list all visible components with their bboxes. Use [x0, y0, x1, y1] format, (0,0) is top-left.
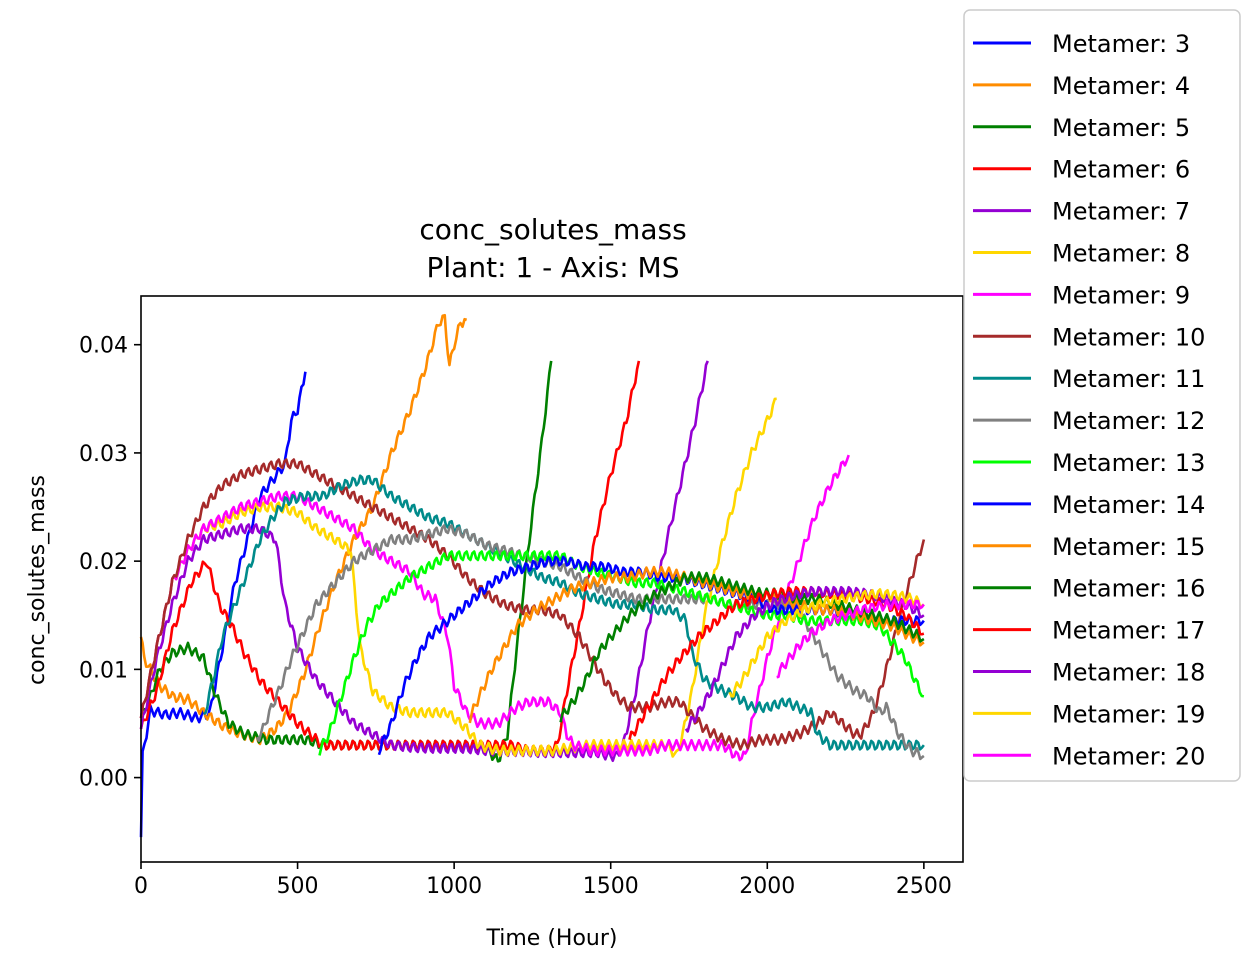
series-line-metamer-17	[628, 585, 925, 740]
legend-label: Metamer: 20	[1052, 742, 1205, 770]
x-tick-label: 0	[134, 874, 148, 899]
series-line-metamer-19	[728, 588, 925, 698]
x-axis-label: Time (Hour)	[486, 926, 618, 951]
series-line-metamer-7	[139, 360, 709, 763]
legend-label: Metamer: 17	[1052, 617, 1205, 645]
legend-label: Metamer: 11	[1052, 365, 1205, 393]
legend-label: Metamer: 10	[1052, 323, 1205, 351]
x-tick-label: 2500	[896, 874, 952, 899]
series-layer	[139, 313, 926, 838]
y-tick-label: 0.04	[79, 334, 128, 359]
legend-label: Metamer: 5	[1052, 114, 1190, 142]
series-line-metamer-20	[776, 598, 925, 679]
legend-label: Metamer: 14	[1052, 491, 1205, 519]
y-tick-label: 0.01	[79, 658, 128, 683]
y-axis-ticks: 0.00 0.01 0.02 0.03 0.04	[79, 334, 141, 792]
legend-label: Metamer: 9	[1052, 281, 1190, 309]
x-axis-ticks: 0 500 1000 1500 2000 2500	[134, 862, 952, 899]
plot-frame	[140, 295, 964, 863]
series-line-metamer-3	[139, 371, 307, 838]
y-tick-label: 0.02	[79, 550, 128, 575]
legend: Metamer: 3 Metamer: 4 Metamer: 5 Metamer: 6…	[963, 9, 1241, 782]
legend-label: Metamer: 16	[1052, 575, 1205, 603]
series-line-metamer-4	[139, 313, 468, 746]
y-axis-label: conc_solutes_mass	[25, 475, 50, 685]
y-tick-label: 0.00	[79, 767, 128, 792]
chart-subtitle: Plant: 1 - Axis: MS	[427, 251, 680, 284]
legend-label: Metamer: 18	[1052, 659, 1205, 687]
legend-label: Metamer: 4	[1052, 72, 1190, 100]
x-tick-label: 500	[277, 874, 319, 899]
chart-title: conc_solutes_mass	[419, 213, 686, 246]
legend-label: Metamer: 3	[1052, 30, 1190, 58]
legend-box	[963, 9, 1241, 782]
legend-label: Metamer: 19	[1052, 700, 1205, 728]
legend-label: Metamer: 8	[1052, 240, 1190, 268]
x-tick-label: 2000	[739, 874, 795, 899]
series-line-metamer-18	[684, 585, 925, 733]
plot-area	[141, 296, 963, 862]
x-tick-label: 1500	[583, 874, 639, 899]
legend-label: Metamer: 15	[1052, 533, 1205, 561]
series-line-metamer-9	[139, 454, 850, 762]
x-tick-label: 1000	[426, 874, 482, 899]
legend-label: Metamer: 7	[1052, 198, 1190, 226]
legend-label: Metamer: 13	[1052, 449, 1205, 477]
series-line-metamer-11	[203, 474, 925, 751]
y-tick-label: 0.03	[79, 442, 128, 467]
legend-label: Metamer: 12	[1052, 407, 1205, 435]
legend-label: Metamer: 6	[1052, 156, 1190, 184]
